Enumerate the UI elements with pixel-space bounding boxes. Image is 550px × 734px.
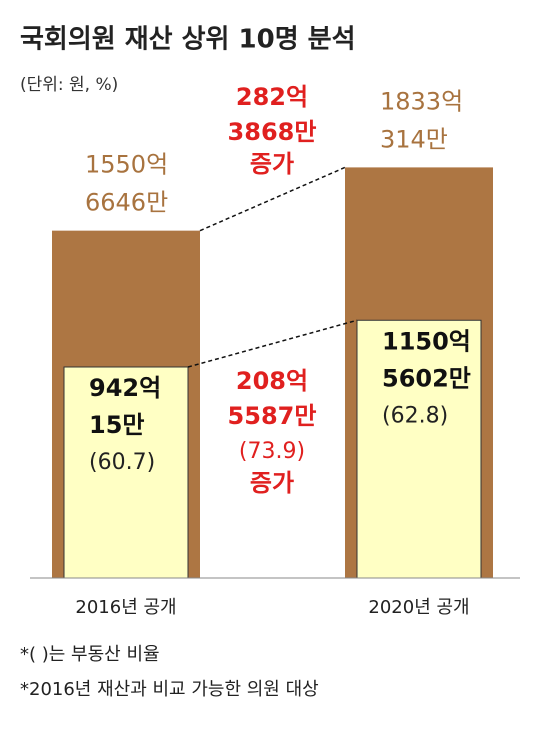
x-tick-label: 2020년 공개 — [368, 597, 469, 618]
increase-label: 208억 — [236, 367, 308, 395]
increase-connector — [199, 166, 346, 232]
footnote: *( )는 부동산 비율 — [20, 644, 160, 665]
chart-subtitle: (단위: 원, %) — [20, 75, 118, 95]
value-label: 314만 — [380, 125, 448, 153]
value-label: 942억 — [89, 374, 161, 402]
share-label: (60.7) — [89, 450, 155, 475]
value-label: 5602만 — [382, 364, 471, 392]
value-label: 1833억 — [380, 87, 463, 115]
increase-share-label: (73.9) — [239, 439, 305, 464]
increase-text: 증가 — [250, 150, 294, 178]
bar — [356, 319, 482, 579]
share-label: (62.8) — [382, 403, 448, 428]
increase-connector — [187, 319, 358, 368]
value-label: 1550억 — [85, 151, 168, 179]
increase-label: 282억 — [236, 83, 308, 111]
value-label: 15만 — [89, 411, 144, 439]
increase-text: 증가 — [250, 469, 294, 497]
chart-title: 국회의원 재산 상위 10명 분석 — [20, 25, 356, 55]
value-label: 1150억 — [382, 327, 471, 355]
value-label: 6646만 — [85, 189, 168, 217]
footnote: *2016년 재산과 비교 가능한 의원 대상 — [20, 679, 319, 700]
increase-label: 5587만 — [228, 402, 317, 430]
x-tick-label: 2016년 공개 — [75, 597, 176, 618]
increase-label: 3868만 — [228, 118, 317, 146]
